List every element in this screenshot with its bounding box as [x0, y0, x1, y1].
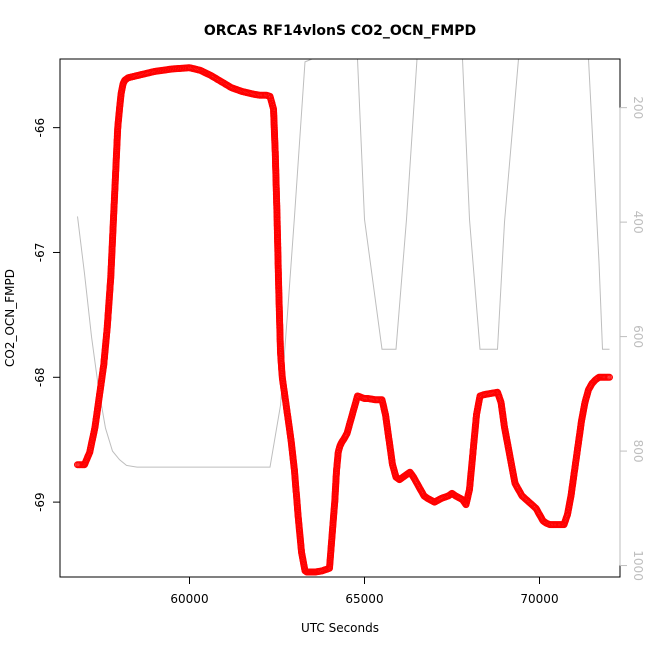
- altitude-series-line: [77, 59, 610, 468]
- chart-title: ORCAS RF14vlonS CO2_OCN_FMPD: [204, 23, 476, 39]
- y-axis: -66 -67 -68 -69: [33, 118, 61, 512]
- x-axis: 60000 65000 70000: [170, 576, 559, 606]
- y2-tick-label: 600: [631, 325, 645, 348]
- y-tick-label: -68: [33, 367, 47, 387]
- altitude-line-layer: [77, 59, 610, 468]
- data-point: [394, 474, 402, 482]
- y2-tick-label: 800: [631, 440, 645, 463]
- x-tick-label: 70000: [520, 592, 558, 606]
- y2-tick-label: 1000: [631, 550, 645, 581]
- x-tick-label: 65000: [345, 592, 383, 606]
- y-tick-label: -67: [33, 243, 47, 263]
- data-point: [446, 491, 454, 499]
- y-axis-label: CO2_OCN_FMPD: [3, 269, 17, 367]
- y2-tick-label: 400: [631, 211, 645, 234]
- data-point: [606, 373, 613, 381]
- data-points-layer: [74, 64, 613, 576]
- x-tick-label: 60000: [170, 592, 208, 606]
- plot-frame: [59, 58, 621, 578]
- x-axis-label: UTC Seconds: [301, 621, 379, 635]
- y2-axis: 200 400 600 800 1000: [619, 96, 645, 581]
- y-tick-label: -69: [33, 492, 47, 512]
- y-tick-label: -66: [33, 118, 47, 138]
- y2-tick-label: 200: [631, 96, 645, 119]
